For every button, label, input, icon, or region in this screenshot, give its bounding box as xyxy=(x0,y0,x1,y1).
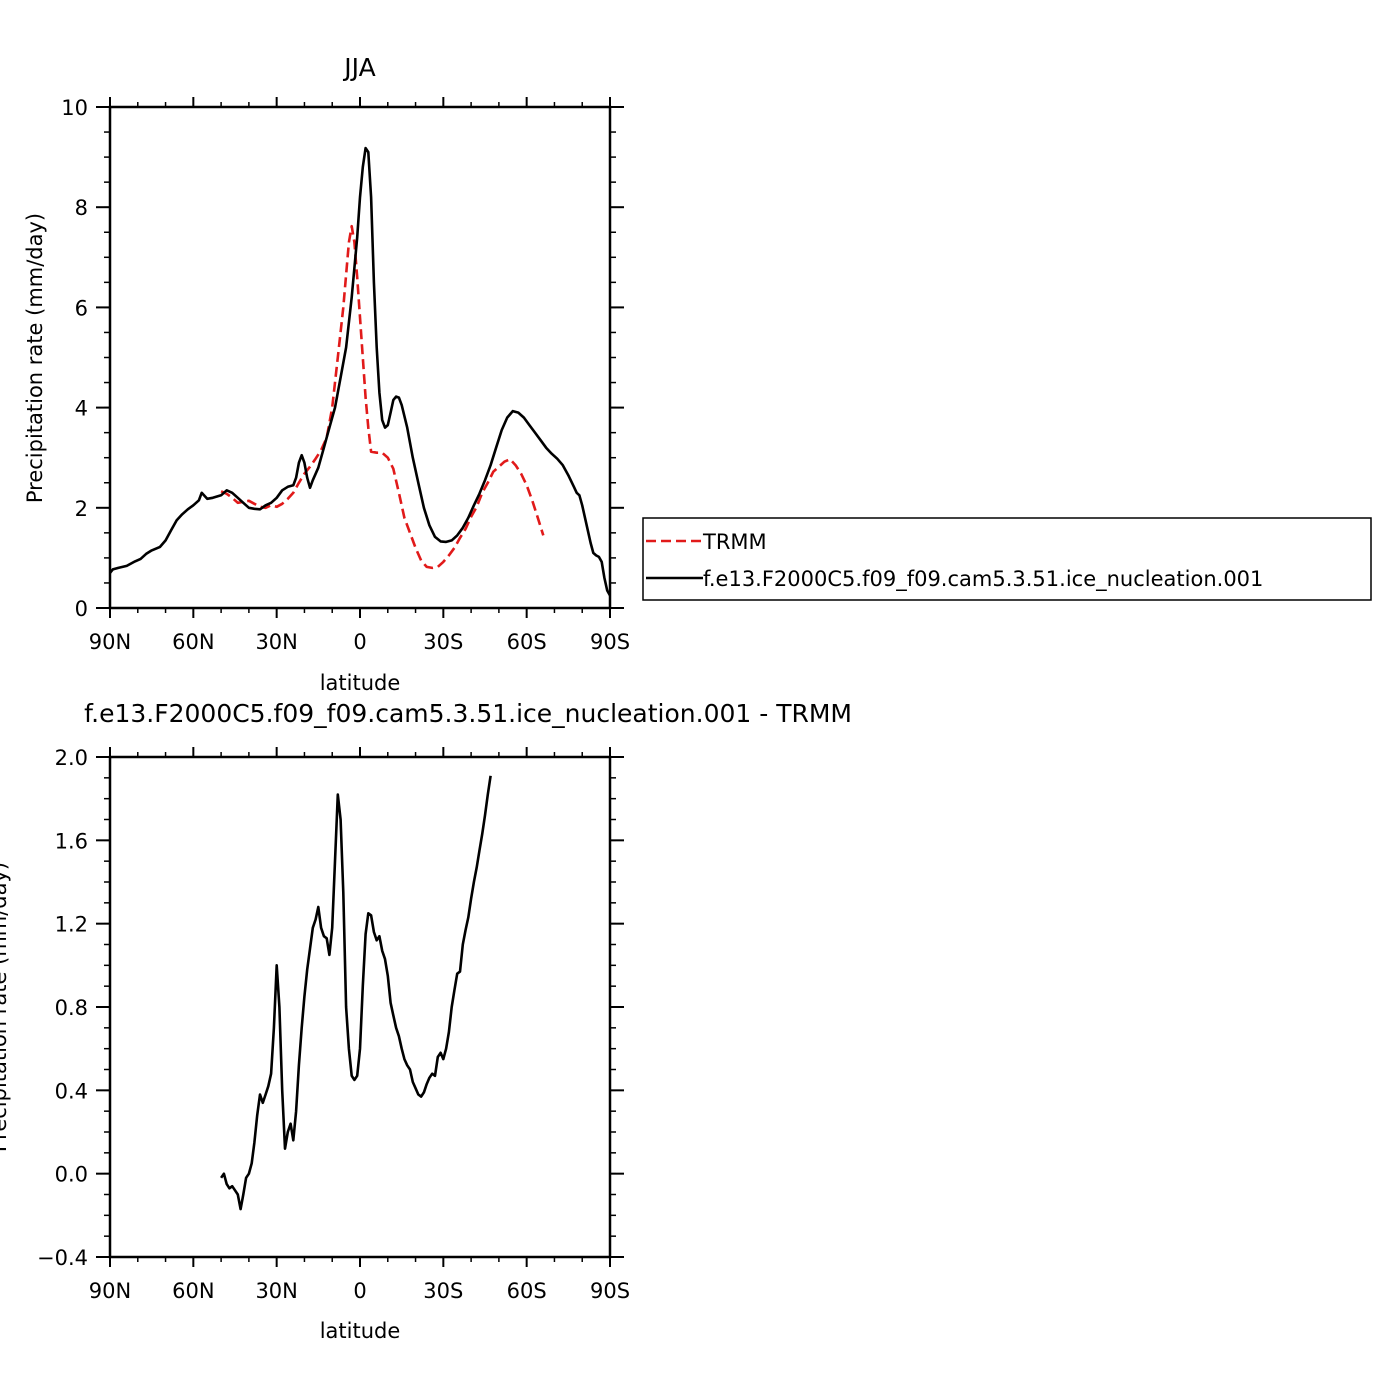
top-y-tick-labels: 0 2 4 6 8 10 xyxy=(61,96,88,621)
bottom-axis-ticks xyxy=(96,747,624,1267)
top-series-lines xyxy=(110,146,610,597)
x-tick-label: 0 xyxy=(353,630,366,654)
x-tick-label: 90N xyxy=(89,630,131,654)
legend-label-model: f.e13.F2000C5.f09_f09.cam5.3.51.ice_nucl… xyxy=(703,567,1263,592)
bottom-y-tick-labels: −0.4 0.0 0.4 0.8 1.2 1.6 2.0 xyxy=(37,746,88,1270)
bottom-x-axis-title: latitude xyxy=(320,1319,401,1343)
legend-box xyxy=(642,517,1372,601)
legend: TRMM f.e13.F2000C5.f09_f09.cam5.3.51.ice… xyxy=(642,517,1372,601)
x-tick-label: 60N xyxy=(172,1279,214,1303)
x-tick-label: 60N xyxy=(172,630,214,654)
bottom-series-lines xyxy=(220,775,492,1211)
bottom-y-axis-title: Precipitation rate (mm/day) xyxy=(0,862,11,1152)
y-tick-label: 0 xyxy=(75,597,88,621)
top-x-tick-labels: 90N 60N 30N 0 30S 60S 90S xyxy=(89,630,630,654)
top-plot-frame xyxy=(108,105,612,610)
bottom-chart-title: f.e13.F2000C5.f09_f09.cam5.3.51.ice_nucl… xyxy=(84,699,852,728)
top-x-axis-title: latitude xyxy=(320,671,401,695)
top-axis-ticks xyxy=(96,97,624,618)
y-tick-label: 2 xyxy=(75,497,88,521)
x-tick-label: 30S xyxy=(423,630,463,654)
y-tick-label: 0.8 xyxy=(55,996,88,1020)
y-tick-label: 6 xyxy=(75,296,88,320)
y-tick-label: 4 xyxy=(75,397,88,421)
y-tick-label: 10 xyxy=(61,96,88,120)
x-tick-label: 30N xyxy=(255,1279,297,1303)
top-chart-title: JJA xyxy=(342,53,375,82)
y-tick-label: 1.6 xyxy=(55,829,88,853)
x-tick-label: 30S xyxy=(423,1279,463,1303)
x-tick-label: 90N xyxy=(89,1279,131,1303)
y-tick-label: −0.4 xyxy=(37,1246,88,1270)
x-tick-label: 0 xyxy=(353,1279,366,1303)
legend-label-trmm: TRMM xyxy=(702,530,767,554)
x-tick-label: 90S xyxy=(590,1279,630,1303)
series-line-model xyxy=(110,146,610,597)
x-tick-label: 90S xyxy=(590,630,630,654)
y-tick-label: 0.4 xyxy=(55,1079,88,1103)
bottom-plot-frame xyxy=(108,755,612,1259)
panel-bottom: f.e13.F2000C5.f09_f09.cam5.3.51.ice_nucl… xyxy=(0,699,852,1343)
x-tick-label: 60S xyxy=(507,1279,547,1303)
x-tick-label: 60S xyxy=(507,630,547,654)
y-tick-label: 2.0 xyxy=(55,746,88,770)
y-tick-label: 8 xyxy=(75,196,88,220)
series-line-model xyxy=(220,775,492,1211)
panel-top: JJA 90N 60N 30N 0 30S 60S 90S 0 2 4 6 8 10 latitude… xyxy=(23,53,630,695)
top-y-axis-title: Precipitation rate (mm/day) xyxy=(23,213,47,503)
series-line-trmm xyxy=(220,224,545,570)
bottom-x-tick-labels: 90N 60N 30N 0 30S 60S 90S xyxy=(89,1279,630,1303)
x-tick-label: 30N xyxy=(255,630,297,654)
y-tick-label: 1.2 xyxy=(55,913,88,937)
y-tick-label: 0.0 xyxy=(55,1163,88,1187)
